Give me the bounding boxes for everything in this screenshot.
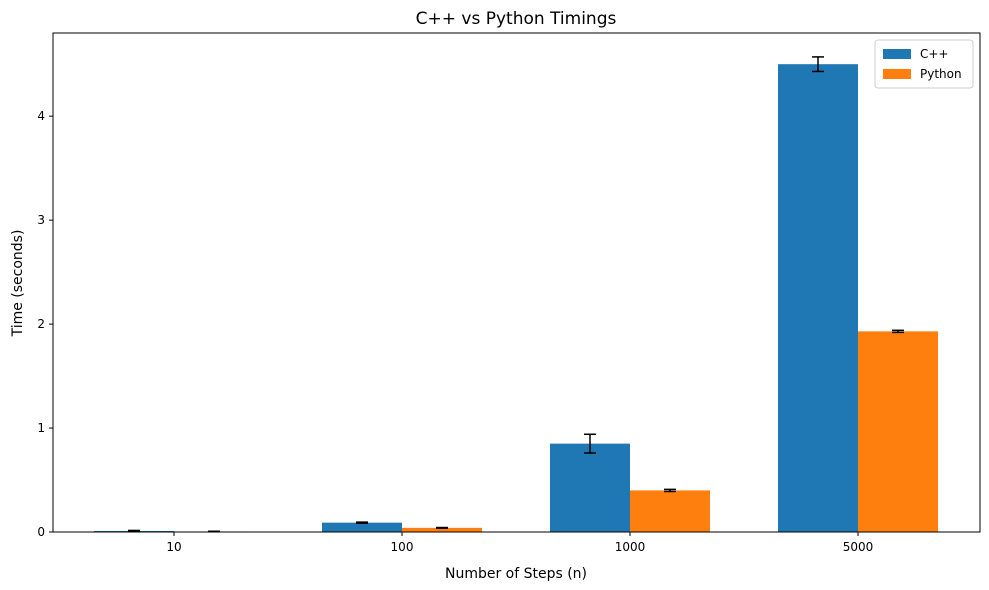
bars-group bbox=[94, 64, 938, 532]
legend-label-c: C++ bbox=[920, 47, 949, 61]
x-tick-label: 1000 bbox=[615, 540, 646, 554]
bar-python-5000 bbox=[858, 331, 938, 532]
error-bar-python-1000 bbox=[664, 488, 676, 493]
legend-label-python: Python bbox=[920, 67, 962, 81]
error-bar-c-5000 bbox=[812, 56, 824, 73]
y-tick-label: 4 bbox=[37, 109, 45, 123]
y-tick-label: 0 bbox=[37, 525, 45, 539]
y-tick-label: 2 bbox=[37, 317, 45, 331]
y-tick-label: 1 bbox=[37, 421, 45, 435]
bar-c-100 bbox=[322, 522, 402, 532]
plot-area-frame bbox=[52, 32, 981, 533]
legend-swatch-python bbox=[883, 69, 911, 79]
error-bar-python-100 bbox=[436, 526, 448, 529]
error-bar-c-10 bbox=[128, 529, 140, 533]
bar-c-1000 bbox=[550, 443, 630, 532]
x-tick-label: 10 bbox=[166, 540, 181, 554]
x-axis-label: Number of Steps (n) bbox=[445, 566, 587, 582]
error-bar-c-100 bbox=[356, 521, 368, 524]
bar-c-5000 bbox=[778, 64, 858, 532]
legend-swatch-c bbox=[883, 49, 911, 59]
legend: C++ Python bbox=[874, 39, 974, 89]
y-axis-ticks: 0 1 2 3 4 bbox=[37, 109, 53, 539]
bar-python-1000 bbox=[630, 490, 710, 532]
x-tick-label: 100 bbox=[391, 540, 414, 554]
x-axis-ticks: 10 100 1000 5000 bbox=[166, 532, 873, 554]
y-tick-label: 3 bbox=[37, 213, 45, 227]
chart-title: C++ vs Python Timings bbox=[416, 9, 617, 29]
error-bar-python-5000 bbox=[892, 329, 904, 334]
x-tick-label: 5000 bbox=[843, 540, 874, 554]
error-bar-c-1000 bbox=[584, 433, 596, 454]
error-bars-group bbox=[128, 56, 904, 533]
bar-python-100 bbox=[402, 527, 482, 532]
y-axis-label: Time (seconds) bbox=[10, 230, 26, 338]
